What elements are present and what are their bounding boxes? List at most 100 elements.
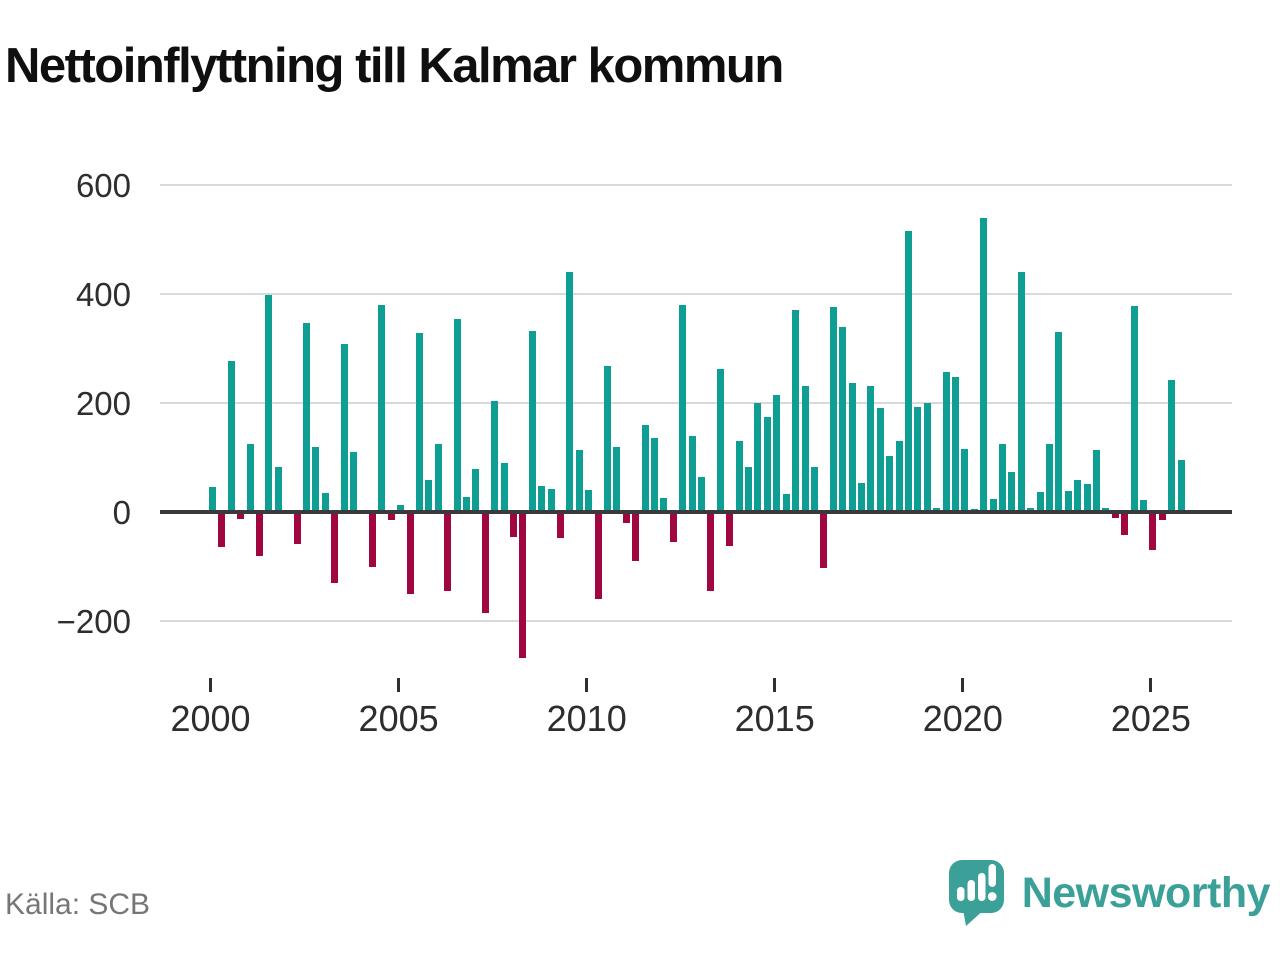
bar-positive [1083,484,1091,512]
bar-positive [303,322,310,512]
bar-positive [857,482,865,512]
bar-positive [491,401,499,512]
newsworthy-logo: Newsworthy [946,858,1271,928]
bar-negative [622,512,630,523]
x-axis-label-2000: 2000 [170,698,251,739]
newsworthy-logo-text: Newsworthy [1021,868,1271,917]
bar-positive [839,326,847,512]
bar-negative [444,512,452,591]
bar-positive [1140,500,1147,512]
x-axis-label-2015: 2015 [734,698,815,739]
bar-positive [566,272,574,512]
bar-positive [980,217,988,512]
bar-positive [1008,471,1016,512]
bar-negative [1158,512,1166,520]
bar-negative [406,512,414,594]
bar-negative [1121,512,1129,535]
bar-positive [998,444,1006,512]
bar-positive [1177,459,1185,512]
bar-positive [209,487,216,512]
bar-positive [641,424,649,512]
bar-positive [415,332,423,512]
bar-negative [1149,512,1157,551]
bar-positive [914,406,922,512]
bar-positive [763,416,771,513]
bar-positive [716,368,724,512]
y-axis-label-400: 400 [75,276,131,313]
x-axis-zero-line [160,510,1232,514]
bar-negative [632,512,640,561]
bar-positive [528,331,536,512]
bar-negative [293,512,301,544]
bar-positive [462,496,470,513]
x-axis-label-2025: 2025 [1110,698,1191,739]
bar-positive [829,306,837,513]
bar-negative [237,512,245,520]
bar-positive [1027,507,1035,513]
bar-positive [547,488,555,512]
y-axis-label--200: −200 [56,603,131,640]
bar-negative [556,512,564,538]
bar-positive [989,499,997,512]
bar-positive [274,467,282,512]
bar-positive [886,455,894,512]
bar-negative [481,512,489,613]
gridline-y-600 [160,184,1232,186]
bar-positive [1017,272,1025,512]
x-axis-tick-2015 [773,678,777,692]
bar-positive [923,403,931,512]
bar-positive [453,318,461,513]
bar-positive [604,365,611,513]
bar-negative [218,512,226,548]
gridline-y-200 [160,402,1232,404]
bar-positive [312,446,320,512]
bar-positive [904,230,912,512]
bar-negative [669,512,677,542]
bar-positive [961,449,969,512]
bar-positive [472,468,480,513]
bar-positive [246,444,254,512]
bar-positive [1064,490,1072,513]
bar-positive [227,361,235,513]
bar-negative [707,512,715,591]
bar-positive [942,371,950,513]
bar-positive [773,394,781,512]
y-axis-label-600: 600 [75,167,131,204]
bar-negative [387,512,395,521]
gridline-y-400 [160,293,1232,295]
bar-positive [651,438,658,513]
bar-positive [754,403,762,512]
x-axis-tick-2020 [961,678,965,692]
bar-negative [256,512,263,556]
x-axis-tick-2005 [397,678,401,692]
bar-positive [801,385,809,512]
bar-positive [679,304,687,512]
bar-negative [726,512,734,547]
bar-positive [350,452,358,513]
bar-negative [509,512,517,537]
bar-negative [594,512,602,600]
y-axis-label-0: 0 [112,494,131,531]
bar-positive [1055,332,1063,513]
bar-negative [368,512,376,567]
bar-positive [792,310,799,513]
bar-positive [265,295,273,512]
bar-positive [500,463,508,512]
bar-positive [745,467,752,512]
bar-positive [321,493,329,512]
bar-positive [933,507,941,513]
bar-positive [538,486,546,512]
bar-positive [378,304,386,512]
bar-positive [434,444,442,512]
bar-positive [688,436,696,513]
bar-positive [1102,507,1110,513]
source-caption: Källa: SCB [5,888,151,921]
x-axis-label-2005: 2005 [358,698,439,739]
x-axis-label-2020: 2020 [922,698,1003,739]
bar-positive [735,441,743,513]
bar-positive [1093,449,1100,512]
bar-positive [1036,492,1044,512]
bar-positive [1168,379,1176,512]
bar-positive [698,477,705,512]
